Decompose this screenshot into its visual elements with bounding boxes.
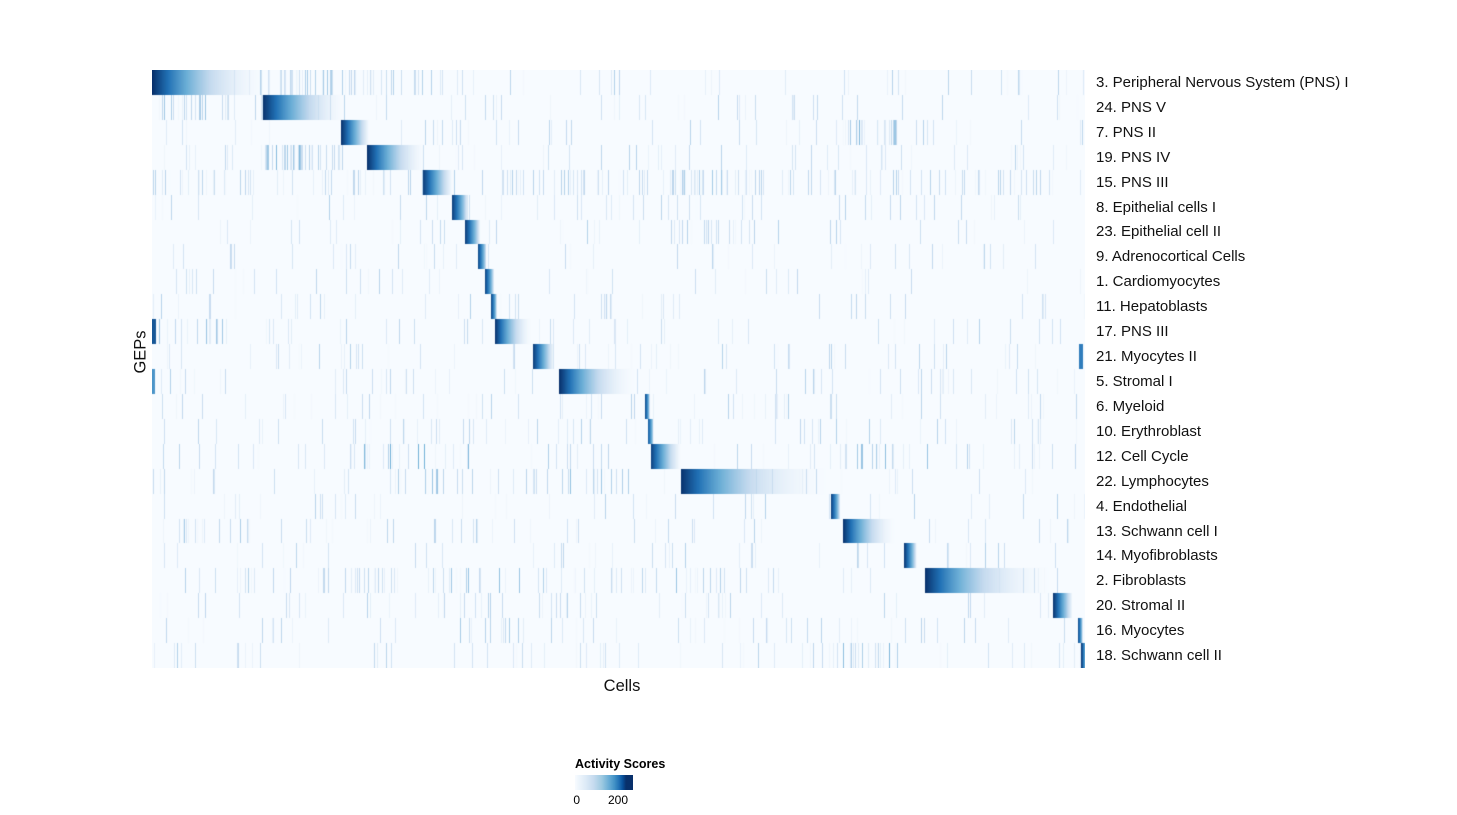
row-label: 4. Endothelial — [1096, 497, 1187, 515]
row-label: 15. PNS III — [1096, 173, 1169, 191]
legend-tick-max: 200 — [607, 793, 629, 807]
legend-ticks: 0 200 — [573, 793, 633, 807]
heatmap-canvas — [152, 70, 1085, 668]
legend-title: Activity Scores — [575, 757, 666, 771]
row-label: 10. Erythroblast — [1096, 422, 1202, 440]
y-axis-label: GEPs — [131, 330, 150, 374]
row-label: 11. Hepatoblasts — [1096, 298, 1208, 316]
legend-tick-min: 0 — [573, 793, 581, 807]
row-label: 19. PNS IV — [1096, 148, 1171, 166]
row-label: 14. Myofibroblasts — [1096, 547, 1218, 565]
row-label: 24. PNS V — [1096, 98, 1167, 116]
x-axis-label: Cells — [603, 677, 641, 695]
legend: Activity Scores 0 200 — [573, 757, 695, 807]
row-label: 7. PNS II — [1096, 123, 1157, 141]
row-label: 23. Epithelial cell II — [1096, 223, 1222, 241]
legend-gradient-bar — [575, 775, 633, 790]
row-label: 21. Myocytes II — [1096, 348, 1197, 366]
row-label: 3. Peripheral Nervous System (PNS) I — [1096, 73, 1349, 91]
row-label: 22. Lymphocytes — [1096, 472, 1209, 490]
row-label: 8. Epithelial cells I — [1096, 198, 1217, 216]
row-label: 12. Cell Cycle — [1096, 447, 1189, 465]
row-label: 20. Stromal II — [1096, 597, 1186, 615]
row-label: 18. Schwann cell II — [1096, 647, 1222, 665]
row-label: 1. Cardiomyocytes — [1096, 273, 1221, 291]
row-label: 16. Myocytes — [1096, 622, 1185, 640]
row-label: 13. Schwann cell I — [1096, 522, 1218, 540]
row-label: 6. Myeloid — [1096, 397, 1165, 415]
row-label: 17. PNS III — [1096, 323, 1169, 341]
row-label: 2. Fibroblasts — [1096, 572, 1187, 590]
row-label: 5. Stromal I — [1096, 373, 1173, 391]
row-labels: 3. Peripheral Nervous System (PNS) I 24. … — [1096, 70, 1349, 668]
row-label: 9. Adrenocortical Cells — [1096, 248, 1246, 266]
